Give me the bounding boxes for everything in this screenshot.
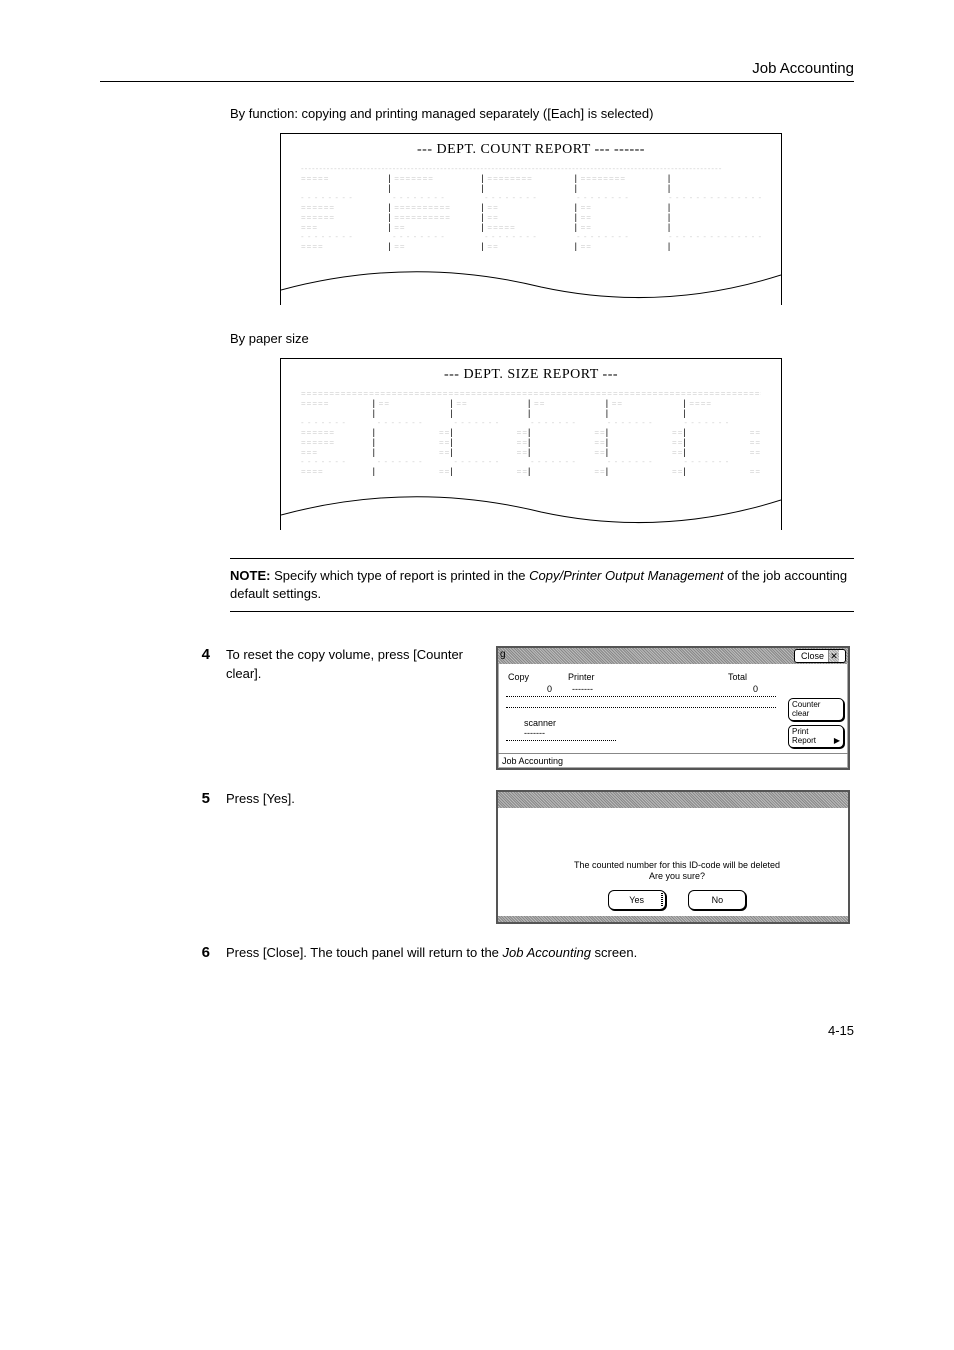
step-text-5: Press [Yes]. xyxy=(226,790,496,924)
confirm-msg-1: The counted number for this ID-code will… xyxy=(574,860,780,870)
lcd-confirm-screen: The counted number for this ID-code will… xyxy=(496,790,850,924)
print-report-label-2: Report xyxy=(792,736,816,745)
val-printer: ------- xyxy=(572,684,612,694)
header-title: Job Accounting xyxy=(100,60,854,77)
intro-text-2: By paper size xyxy=(230,331,854,346)
step-num-4: 4 xyxy=(100,646,226,770)
step-6: 6 Press [Close]. The touch panel will re… xyxy=(100,944,854,962)
note-body1: Specify which type of report is printed … xyxy=(270,568,529,583)
step-text-4: To reset the copy volume, press [Counter… xyxy=(226,646,496,770)
step-num-6: 6 xyxy=(100,944,226,962)
lcd-footer: Job Accounting xyxy=(498,753,848,768)
yes-button[interactable]: Yes xyxy=(608,890,666,910)
counter-clear-button[interactable]: Counter clear xyxy=(788,698,844,721)
page-number: 4-15 xyxy=(100,1023,854,1038)
step6-italic: Job Accounting xyxy=(503,945,591,960)
intro-text-1: By function: copying and printing manage… xyxy=(230,106,854,121)
val-copy: 0 xyxy=(508,684,552,694)
dept-size-report: --- DEPT. SIZE REPORT --- ==============… xyxy=(280,358,782,530)
step6-a: Press [Close]. The touch panel will retu… xyxy=(226,945,503,960)
lcd-counter-screen: g Close ✕ Copy Printer Total 0 ------- xyxy=(496,646,850,770)
close-label: Close xyxy=(801,651,824,661)
page-curl xyxy=(281,265,781,305)
arrow-icon: ▶ xyxy=(834,737,840,745)
lbl-printer: Printer xyxy=(568,672,648,682)
note-italic: Copy/Printer Output Management xyxy=(529,568,723,583)
step-5: 5 Press [Yes]. The counted number for th… xyxy=(100,790,854,924)
report1-title: --- DEPT. COUNT REPORT --- ------ xyxy=(281,134,781,158)
dept-count-report: --- DEPT. COUNT REPORT --- ------ ------… xyxy=(280,133,782,305)
print-report-button[interactable]: Print Report ▶ xyxy=(788,725,844,748)
page-curl xyxy=(281,490,781,530)
note-label: NOTE: xyxy=(230,568,270,583)
step6-b: screen. xyxy=(591,945,637,960)
dotted-line-3 xyxy=(506,740,616,741)
step-4: 4 To reset the copy volume, press [Count… xyxy=(100,646,854,770)
no-button[interactable]: No xyxy=(688,890,746,910)
dotted-line-2 xyxy=(506,707,776,708)
confirm-msg-2: Are you sure? xyxy=(649,871,705,881)
step-num-5: 5 xyxy=(100,790,226,924)
lcd-g-label: g xyxy=(500,649,506,660)
lbl-total: Total xyxy=(728,672,788,682)
lcd2-title-bar xyxy=(498,792,848,808)
lcd-title-bar: g Close ✕ xyxy=(498,648,848,664)
note-block: NOTE: Specify which type of report is pr… xyxy=(230,558,854,612)
step-text-6: Press [Close]. The touch panel will retu… xyxy=(226,944,637,962)
close-icon: ✕ xyxy=(828,650,839,662)
counter-clear-label-2: clear xyxy=(792,709,809,718)
confirm-message: The counted number for this ID-code will… xyxy=(502,860,852,882)
report2-title: --- DEPT. SIZE REPORT --- xyxy=(281,359,781,383)
lcd2-footer-bar xyxy=(498,916,848,922)
lbl-copy: Copy xyxy=(508,672,568,682)
val-total: 0 xyxy=(718,684,758,694)
dotted-line-1 xyxy=(506,696,776,697)
header-rule xyxy=(100,81,854,82)
close-button[interactable]: Close ✕ xyxy=(794,649,846,663)
